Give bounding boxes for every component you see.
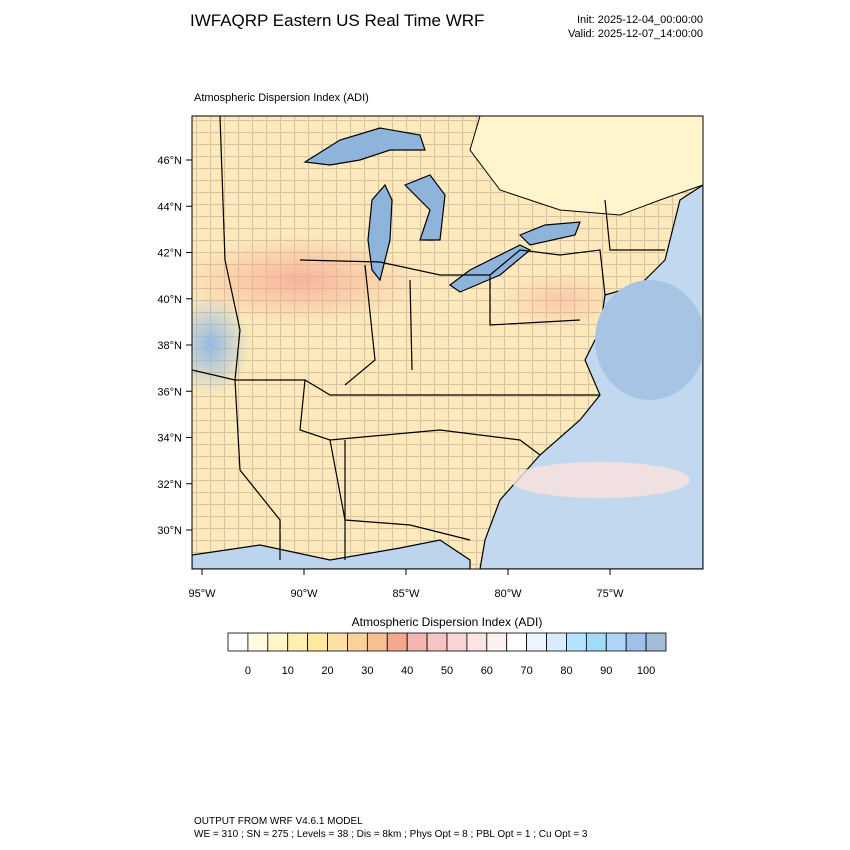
lat-label: 38°N: [157, 340, 182, 352]
map: [192, 116, 703, 569]
map-subtitle: Atmospheric Dispersion Index (ADI): [194, 92, 369, 104]
high-adi-area: [500, 270, 620, 330]
lat-label: 32°N: [157, 479, 182, 491]
great-lakes: [303, 127, 581, 293]
colorbar-box: [486, 632, 508, 652]
colorbar-box: [585, 632, 607, 652]
colorbar-box: [227, 632, 249, 652]
colorbar: Atmospheric Dispersion Index (ADI) 0 10 20…: [227, 615, 667, 677]
lake-ontario: [518, 221, 581, 246]
map-frame: [191, 115, 704, 570]
ocean-high-adi: [595, 280, 703, 400]
valid-time: Valid: 2025-12-07_14:00:00: [568, 28, 703, 40]
colorbar-box: [247, 632, 269, 652]
footer-line-1: OUTPUT FROM WRF V4.6.1 MODEL: [194, 816, 363, 827]
colorbar-box: [625, 632, 647, 652]
lon-label: 80°W: [494, 588, 522, 600]
colorbar-box: [526, 632, 547, 652]
colorbar-label: 100: [637, 665, 655, 677]
colorbar-label: 40: [401, 665, 413, 677]
colorbar-box: [645, 632, 667, 652]
colorbar-box: [506, 632, 528, 652]
lon-label: 85°W: [392, 588, 420, 600]
state-borders: [192, 116, 665, 560]
lake-huron: [403, 174, 446, 241]
colorbar-label: 90: [600, 665, 612, 677]
colorbar-label: 0: [245, 665, 251, 677]
colorbar-box: [426, 632, 448, 652]
colorbar-box: [327, 632, 348, 652]
lat-label: 34°N: [157, 433, 182, 445]
colorbar-box: [566, 632, 587, 652]
lat-label: 36°N: [157, 386, 182, 398]
colorbar-label: 80: [560, 665, 572, 677]
colorbar-label: 70: [521, 665, 533, 677]
canada: [469, 116, 703, 216]
lake-erie: [448, 244, 532, 293]
high-adi-area: [192, 235, 420, 325]
lon-label: 75°W: [596, 588, 624, 600]
ocean-low-adi: [510, 462, 690, 498]
colorbar-box: [446, 632, 468, 652]
lake-superior: [303, 127, 426, 166]
colorbar-label: 50: [441, 665, 453, 677]
lat-label: 40°N: [157, 294, 182, 306]
title: IWFAQRP Eastern US Real Time WRF: [190, 11, 484, 30]
colorbar-box: [287, 632, 309, 652]
colorbar-box: [406, 632, 428, 652]
lake-michigan: [367, 183, 393, 282]
lon-label: 90°W: [290, 588, 318, 600]
lat-label: 42°N: [157, 248, 182, 260]
colorbar-box: [386, 632, 408, 652]
lat-label: 46°N: [157, 155, 182, 167]
colorbar-label: 60: [481, 665, 493, 677]
colorbar-label: 10: [282, 665, 294, 677]
footer-line-2: WE = 310 ; SN = 275 ; Levels = 38 ; Dis …: [194, 829, 588, 840]
lat-label: 44°N: [157, 201, 182, 213]
colorbar-label: 30: [361, 665, 373, 677]
lat-label: 30°N: [157, 525, 182, 537]
colorbar-label: 20: [321, 665, 333, 677]
lon-label: 95°W: [188, 588, 216, 600]
colorbar-box: [466, 632, 488, 652]
axes: 46°N 44°N 42°N 40°N 38°N 36°N 34°N 32°N 30°N 95°W…: [157, 155, 624, 600]
colorbar-box: [347, 632, 368, 652]
gulf-of-mexico: [192, 539, 471, 569]
colorbar-box: [366, 632, 388, 652]
colorbar-box: [546, 632, 567, 652]
colorbar-title: Atmospheric Dispersion Index (ADI): [352, 615, 543, 629]
colorbar-box: [605, 632, 627, 652]
init-time: Init: 2025-12-04_00:00:00: [577, 14, 703, 26]
colorbar-box: [307, 632, 328, 652]
colorbar-box: [267, 632, 289, 652]
